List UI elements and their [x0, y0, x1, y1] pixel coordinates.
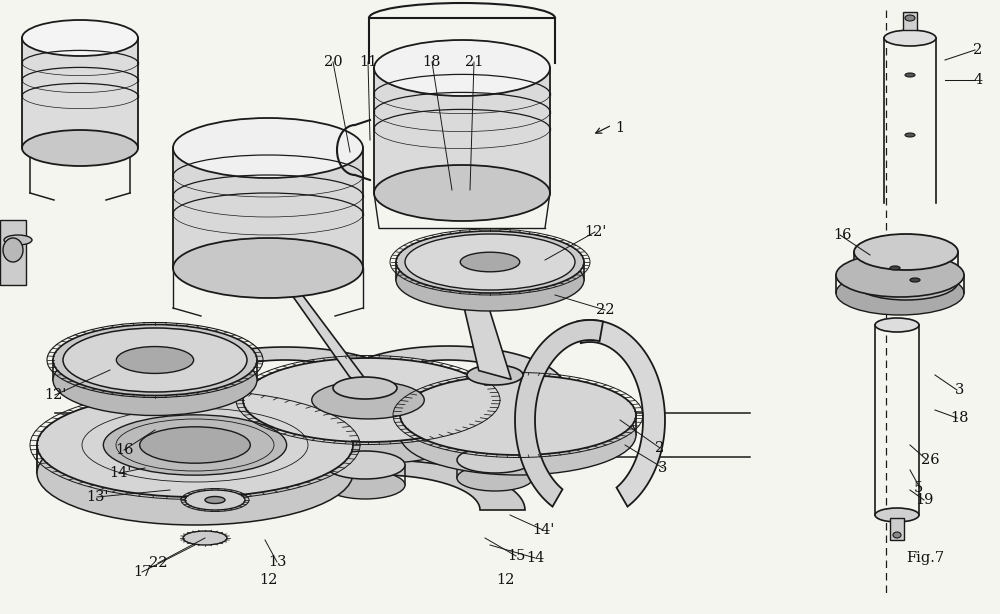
Ellipse shape: [325, 471, 405, 499]
Polygon shape: [453, 262, 511, 379]
Text: 21: 21: [465, 55, 483, 69]
Ellipse shape: [185, 490, 245, 510]
Ellipse shape: [268, 277, 312, 293]
Text: 4: 4: [973, 73, 983, 87]
Ellipse shape: [183, 531, 227, 545]
Ellipse shape: [37, 393, 353, 497]
Ellipse shape: [854, 264, 958, 300]
Text: 2: 2: [973, 43, 983, 57]
Polygon shape: [22, 38, 138, 148]
Ellipse shape: [325, 451, 405, 479]
Text: 13': 13': [86, 490, 108, 504]
Ellipse shape: [460, 252, 520, 272]
Ellipse shape: [910, 278, 920, 282]
Ellipse shape: [893, 532, 901, 538]
Polygon shape: [515, 320, 603, 507]
Text: 5: 5: [913, 481, 923, 495]
Ellipse shape: [396, 249, 584, 311]
Ellipse shape: [875, 508, 919, 522]
Text: 12: 12: [496, 573, 514, 587]
Ellipse shape: [905, 15, 915, 21]
Polygon shape: [0, 220, 26, 285]
Ellipse shape: [400, 395, 636, 475]
Ellipse shape: [63, 328, 247, 392]
Ellipse shape: [53, 325, 257, 395]
Ellipse shape: [53, 344, 257, 416]
Ellipse shape: [3, 238, 23, 262]
Text: 3: 3: [658, 461, 668, 475]
Ellipse shape: [836, 253, 964, 297]
Ellipse shape: [173, 118, 363, 178]
Ellipse shape: [173, 238, 363, 298]
Text: 3: 3: [955, 383, 965, 397]
Ellipse shape: [22, 130, 138, 166]
Ellipse shape: [457, 465, 533, 491]
Ellipse shape: [400, 375, 636, 455]
Ellipse shape: [905, 73, 915, 77]
Text: 13: 13: [268, 555, 286, 569]
Text: 14': 14': [532, 523, 554, 537]
Text: 22: 22: [596, 303, 614, 317]
Polygon shape: [330, 346, 566, 412]
Ellipse shape: [884, 30, 936, 46]
Ellipse shape: [396, 231, 584, 293]
Polygon shape: [577, 320, 665, 507]
Polygon shape: [279, 278, 381, 399]
Ellipse shape: [22, 20, 138, 56]
Text: 2: 2: [655, 441, 665, 455]
Ellipse shape: [333, 377, 397, 399]
Text: 12': 12': [44, 388, 66, 402]
Ellipse shape: [854, 234, 958, 270]
Text: 17: 17: [133, 565, 151, 579]
FancyBboxPatch shape: [890, 518, 904, 540]
FancyBboxPatch shape: [903, 12, 917, 30]
Ellipse shape: [205, 497, 225, 503]
Ellipse shape: [374, 165, 550, 221]
Text: 12': 12': [584, 225, 606, 239]
Text: 26: 26: [921, 453, 939, 467]
Text: 1: 1: [615, 121, 625, 135]
Ellipse shape: [405, 234, 575, 290]
Text: 11: 11: [359, 55, 377, 69]
Ellipse shape: [457, 447, 533, 473]
Ellipse shape: [116, 346, 194, 373]
Ellipse shape: [243, 380, 493, 464]
Ellipse shape: [312, 381, 424, 419]
Ellipse shape: [905, 133, 915, 137]
Polygon shape: [235, 460, 525, 510]
Text: 19: 19: [915, 493, 933, 507]
Text: 22: 22: [149, 556, 167, 570]
Ellipse shape: [875, 318, 919, 332]
Polygon shape: [374, 68, 550, 193]
Text: 18: 18: [951, 411, 969, 425]
Ellipse shape: [243, 358, 493, 442]
Text: 16: 16: [834, 228, 852, 242]
Ellipse shape: [890, 266, 900, 270]
Text: 12: 12: [259, 573, 277, 587]
Text: 18: 18: [423, 55, 441, 69]
Polygon shape: [173, 148, 363, 268]
Text: Fig.7: Fig.7: [906, 551, 944, 565]
Polygon shape: [155, 347, 415, 411]
Text: 14: 14: [526, 551, 544, 565]
Ellipse shape: [140, 427, 250, 463]
Ellipse shape: [103, 415, 287, 475]
Text: 14': 14': [109, 466, 131, 480]
Text: 16: 16: [115, 443, 133, 457]
Ellipse shape: [445, 258, 485, 272]
Text: 20: 20: [324, 55, 342, 69]
Ellipse shape: [37, 421, 353, 525]
Ellipse shape: [467, 365, 523, 385]
Ellipse shape: [836, 271, 964, 315]
Ellipse shape: [374, 40, 550, 96]
Ellipse shape: [4, 235, 32, 245]
Text: 15: 15: [507, 549, 525, 563]
